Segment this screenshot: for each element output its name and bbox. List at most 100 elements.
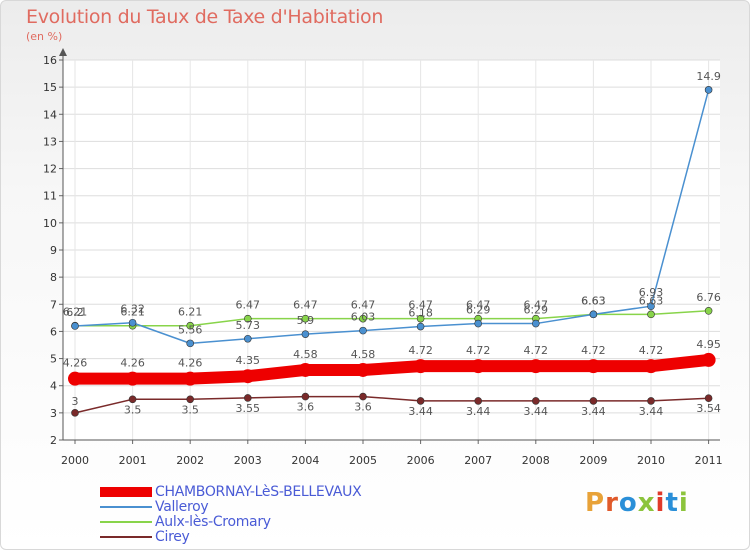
series-1 [71,86,713,348]
series-0 [68,352,716,386]
data-label: 3.44 [581,405,606,418]
x-tick-label: 2005 [349,454,377,467]
y-tick-label: 12 [43,163,57,176]
y-axis-unit: (en %) [26,30,63,43]
x-tick-label: 2011 [695,454,723,467]
legend-swatch [100,521,152,523]
data-point [586,359,601,374]
logo-letter: r [605,488,619,518]
data-label: 4.72 [581,344,606,357]
y-axis-arrow [59,48,67,56]
data-label: 3.6 [297,401,315,414]
proxiti-logo: Proxiti [585,488,689,518]
data-label: 6.93 [639,286,664,299]
data-point [589,397,598,405]
data-point [125,371,140,386]
data-point [474,319,483,328]
data-point [474,397,483,405]
data-label: 6.18 [408,307,433,320]
data-point [356,362,370,377]
data-label: 6.21 [178,306,203,319]
data-label: 6.29 [466,304,491,317]
y-tick-label: 4 [50,380,57,393]
data-label: 6.32 [120,303,145,316]
data-point [471,359,486,374]
data-point [240,369,255,384]
data-point [701,352,716,367]
data-label: 6.76 [696,291,721,304]
series-group [68,86,716,417]
data-point [68,371,82,386]
data-point [413,359,428,374]
data-point [644,359,658,374]
logo-letter: t [665,488,679,518]
x-tick-label: 2008 [522,454,550,467]
data-label: 3.5 [181,403,199,416]
data-point [186,339,194,348]
data-point [704,306,713,315]
data-point [244,394,252,402]
legend-swatch [100,487,152,497]
data-label: 4.58 [351,348,376,361]
data-point [244,314,252,323]
data-labels: 4.26 4.26 4.26 4.35 4.58 4.58 4.72 4.72 4.72 4.72… [63,70,721,418]
data-label: 6.47 [351,299,376,312]
data-point [128,395,137,404]
data-point [128,318,137,327]
data-point [647,397,655,405]
y-tick-label: 14 [43,108,57,121]
data-label: 3.54 [696,402,721,415]
data-label: 5.9 [297,314,315,327]
data-label: 6.47 [236,299,261,312]
data-point [301,314,310,323]
data-label: 3.5 [124,403,142,416]
data-point [416,322,425,331]
data-label: 6.21 [63,306,88,319]
data-point [359,314,367,323]
y-tick-label: 8 [50,271,57,284]
series-line [74,310,710,327]
data-label: 6.47 [408,299,433,312]
series-line [74,395,710,414]
legend-label: Valleroy [155,499,209,515]
data-point [531,319,540,328]
data-point [704,86,713,94]
data-label: 4.72 [524,344,549,357]
data-label: 3.44 [408,405,433,418]
data-label: 5.56 [178,323,203,336]
series-line [69,353,715,385]
y-tick-label: 9 [50,244,57,257]
legend-label: Cirey [155,529,190,545]
data-point [359,326,367,335]
legend-swatch [100,506,152,508]
data-label: 3.44 [466,405,491,418]
data-label: 4.72 [639,344,664,357]
logo-letter: P [585,488,606,518]
data-point [71,322,79,330]
data-label: 3.44 [639,405,664,418]
data-point [589,310,598,319]
x-tick-label: 2010 [637,454,665,467]
x-tick-label: 2006 [407,454,435,467]
legend-swatch [100,536,152,538]
x-tick-labels: 2000 2001 2002 2003 2004 2005 2006 2007 2008 2009… [61,454,723,467]
logo-letter: i [655,488,666,518]
axes [59,48,720,444]
y-tick-label: 6 [50,325,57,338]
chart-title: Evolution du Taux de Taxe d'Habitation [26,6,384,28]
data-label: 4.35 [236,354,261,367]
y-tick-label: 7 [50,298,57,311]
data-label: 4.72 [466,344,491,357]
data-point [528,359,543,374]
logo-letter: o [618,488,638,518]
data-point [704,394,713,403]
y-tick-label: 11 [43,190,57,203]
data-label: 6.2 [66,306,84,319]
x-tick-label: 2000 [61,454,89,467]
x-tick-label: 2009 [579,454,607,467]
data-label: 6.47 [293,299,318,312]
x-tick-label: 2004 [291,454,319,467]
logo-letter: x [637,488,656,518]
data-label: 3 [72,395,79,408]
